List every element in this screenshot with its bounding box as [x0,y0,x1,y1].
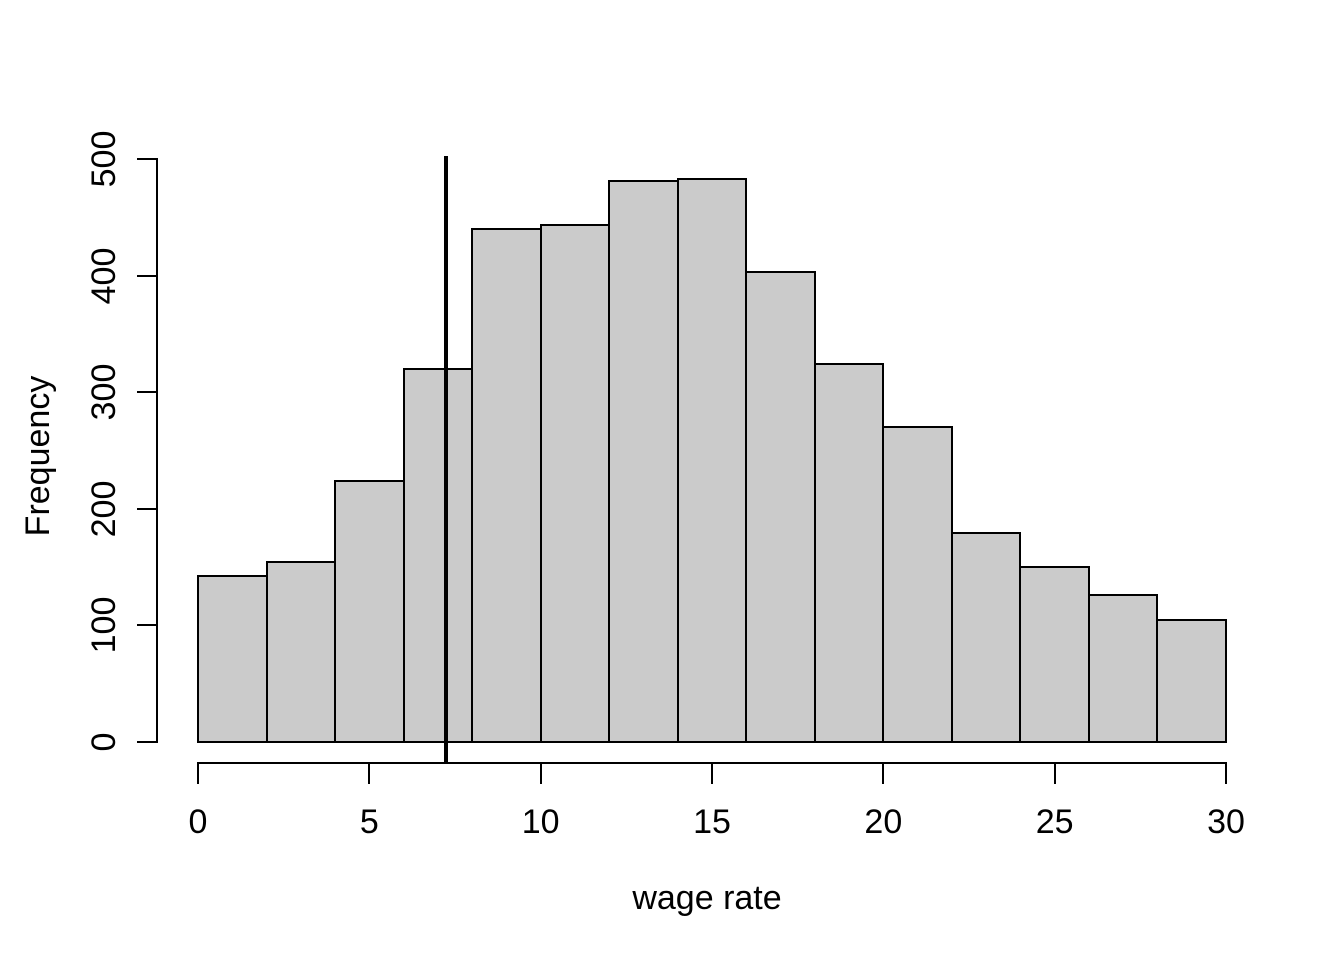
y-tick-label: 500 [85,130,123,188]
y-axis-line [156,158,158,743]
x-tick-mark [368,764,371,784]
histogram-bar [197,575,268,743]
y-tick-mark [137,624,157,627]
histogram-bar [265,561,337,743]
histogram-bar [334,479,405,743]
histogram-bar [1156,618,1227,743]
x-tick-mark [1053,764,1056,784]
histogram-bar [745,271,816,743]
x-tick-label: 5 [359,803,379,841]
x-tick-label: 25 [1035,803,1074,841]
y-tick-mark [137,391,157,394]
x-tick-mark [539,764,542,784]
y-tick-mark [137,507,157,510]
x-tick-label: 30 [1207,803,1245,841]
x-axis-line [197,762,1227,764]
histogram-bar [539,224,611,743]
histogram-bar [676,177,748,743]
vertical-reference-line [444,156,449,764]
x-tick-mark [1225,764,1227,784]
y-tick-label: 400 [85,247,123,304]
histogram-bar [402,367,474,743]
y-tick-mark [137,158,157,160]
x-tick-label: 20 [864,803,903,841]
x-tick-mark [711,764,713,784]
histogram-bar [882,426,953,743]
histogram-bar [608,180,679,743]
y-tick-label: 0 [85,732,123,752]
y-tick-mark [137,274,157,277]
x-tick-mark [197,764,199,784]
histogram-bar [813,363,885,743]
x-tick-mark [882,764,885,784]
y-axis-title: Frequency [19,375,57,537]
x-axis-title: wage rate [632,879,782,917]
histogram-bar [950,532,1022,743]
x-tick-label: 0 [188,803,208,841]
y-tick-label: 100 [85,597,123,654]
y-tick-label: 300 [85,363,123,421]
histogram-bar [1019,566,1090,743]
x-tick-label: 15 [693,803,731,841]
y-tick-label: 200 [85,480,123,538]
histogram-bar [1087,594,1159,743]
y-tick-mark [137,741,157,743]
histogram-bar [471,227,542,743]
x-tick-label: 10 [521,803,560,841]
